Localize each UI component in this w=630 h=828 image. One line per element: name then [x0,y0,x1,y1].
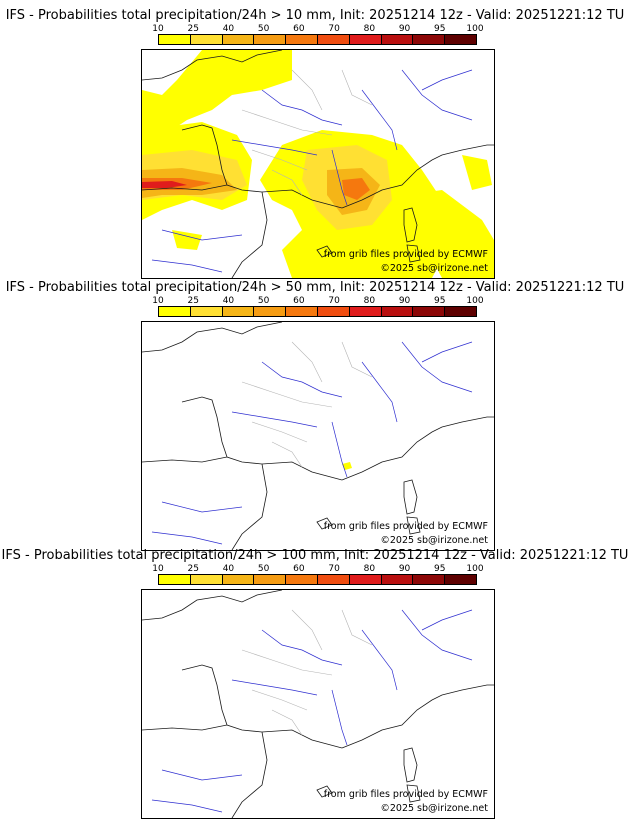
probability-colorbar [158,574,477,585]
colorbar-tick-label: 95 [434,296,446,306]
source-credit: from grib files provided by ECMWF [323,521,488,532]
colorbar-bin [317,307,350,316]
colorbar-bin [381,35,414,44]
colorbar-tick-label: 70 [328,296,340,306]
panel-title: IFS - Probabilities total precipitation/… [5,280,625,295]
colorbar-tick-label: 50 [257,296,270,306]
colorbar-tick-label: 80 [363,296,376,306]
forecast-map: from grib files provided by ECMWF ©2025 … [141,589,495,819]
copyright-credit: ©2025 sb@irizone.net [380,803,488,814]
source-credit: from grib files provided by ECMWF [323,789,488,800]
colorbar-labels: 10 25 40 50 60 70 80 90 95 100 [150,24,495,34]
colorbar-bin [190,307,223,316]
colorbar-bin [190,575,223,584]
coastlines [142,590,494,818]
colorbar-tick-label: 10 [152,564,164,574]
rivers [151,609,473,813]
colorbar-bin [286,307,318,316]
rivers [151,341,473,545]
panel-title: IFS - Probabilities total precipitation/… [1,548,629,563]
colorbar-tick-label: 70 [328,24,340,34]
colorbar-tick-label: 60 [293,296,305,306]
colorbar-bin [349,35,382,44]
map-canvas [142,322,494,550]
colorbar-bin [159,35,191,44]
colorbar-bin [222,575,255,584]
colorbar-bin [254,35,287,44]
colorbar-tick-label: 40 [222,24,235,34]
colorbar-tick-label: 25 [187,24,199,34]
precip-layer [342,462,352,470]
colorbar-tick-label: 90 [398,564,411,574]
colorbar-tick-label: 80 [363,564,376,574]
colorbar-tick-label: 100 [466,24,484,34]
colorbar-tick-label: 90 [398,296,411,306]
colorbar-tick-label: 95 [434,24,446,34]
borders [241,69,373,196]
colorbar-bin [413,575,446,584]
colorbar-tick-label: 40 [222,296,235,306]
colorbar-tick-label: 10 [152,296,164,306]
borders [241,341,373,468]
colorbar-tick-label: 60 [293,564,305,574]
colorbar-tick-label: 50 [257,24,270,34]
source-credit: from grib files provided by ECMWF [323,249,488,260]
colorbar-bin [254,307,287,316]
forecast-panel-100mm: IFS - Probabilities total precipitation/… [0,540,630,819]
colorbar-bin [445,575,476,584]
probability-colorbar [158,306,477,317]
colorbar-bin [413,35,446,44]
colorbar-bin [349,307,382,316]
colorbar-tick-label: 100 [466,296,484,306]
colorbar-tick-label: 100 [466,564,484,574]
colorbar-bin [286,35,318,44]
forecast-panel-10mm: IFS - Probabilities total precipitation/… [0,0,630,279]
colorbar-bin [317,35,350,44]
panel-title: IFS - Probabilities total precipitation/… [5,8,625,23]
borders [241,609,373,736]
precip-layer [142,50,494,278]
colorbar-bin [222,307,255,316]
colorbar-bin [413,307,446,316]
colorbar-bin [159,307,191,316]
copyright-credit: ©2025 sb@irizone.net [380,263,488,274]
colorbar-tick-label: 60 [293,24,305,34]
forecast-panel-50mm: IFS - Probabilities total precipitation/… [0,272,630,551]
colorbar-tick-label: 90 [398,24,411,34]
colorbar-tick-label: 10 [152,24,164,34]
coastlines [142,322,494,550]
colorbar-bin [349,575,382,584]
colorbar-tick-label: 25 [187,296,199,306]
copyright-credit: ©2025 sb@irizone.net [380,535,488,546]
probability-colorbar [158,34,477,45]
map-canvas [142,590,494,818]
colorbar-bin [445,35,476,44]
colorbar-tick-label: 70 [328,564,340,574]
rivers [151,69,473,273]
colorbar-tick-label: 80 [363,24,376,34]
forecast-map: from grib files provided by ECMWF ©2025 … [141,321,495,551]
coastlines [142,50,494,278]
colorbar-labels: 10 25 40 50 60 70 80 90 95 100 [150,564,495,574]
forecast-map: from grib files provided by ECMWF ©2025 … [141,49,495,279]
colorbar-bin [159,575,191,584]
colorbar-bin [381,575,414,584]
colorbar-tick-label: 40 [222,564,235,574]
colorbar-tick-label: 50 [257,564,270,574]
colorbar-bin [254,575,287,584]
colorbar-bin [286,575,318,584]
colorbar-tick-label: 95 [434,564,446,574]
colorbar-bin [190,35,223,44]
colorbar-bin [445,307,476,316]
colorbar-tick-label: 25 [187,564,199,574]
map-canvas [142,50,494,278]
colorbar-bin [317,575,350,584]
colorbar-bin [222,35,255,44]
colorbar-bin [381,307,414,316]
colorbar-labels: 10 25 40 50 60 70 80 90 95 100 [150,296,495,306]
